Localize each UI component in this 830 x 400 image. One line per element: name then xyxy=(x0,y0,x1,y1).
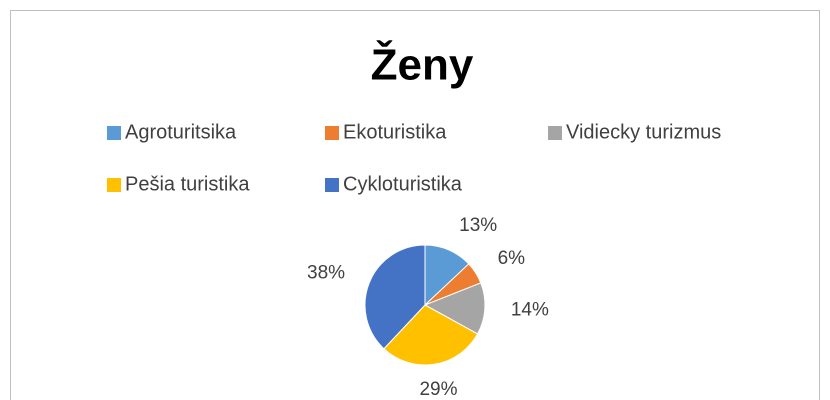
legend-label: Cykloturistika xyxy=(343,173,463,195)
data-label: 13% xyxy=(459,215,497,236)
legend-label: Agroturitsika xyxy=(125,121,237,143)
legend-label: Vidiecky turizmus xyxy=(566,121,721,143)
pie-slice xyxy=(364,244,426,350)
legend-label: Pešia turistika xyxy=(125,173,250,195)
legend-label: Ekoturistika xyxy=(343,121,447,143)
legend-swatch xyxy=(107,126,121,140)
legend-swatch xyxy=(107,178,121,192)
data-label: 38% xyxy=(307,262,345,283)
data-label: 14% xyxy=(511,299,549,320)
data-label: 6% xyxy=(498,248,526,269)
chart-title: Ženy xyxy=(371,40,474,90)
legend-swatch xyxy=(325,178,339,192)
legend-swatch xyxy=(325,126,339,140)
pie-slice xyxy=(383,304,479,366)
pie-slice xyxy=(423,282,486,335)
data-label: 29% xyxy=(419,379,457,400)
legend-swatch xyxy=(548,126,562,140)
